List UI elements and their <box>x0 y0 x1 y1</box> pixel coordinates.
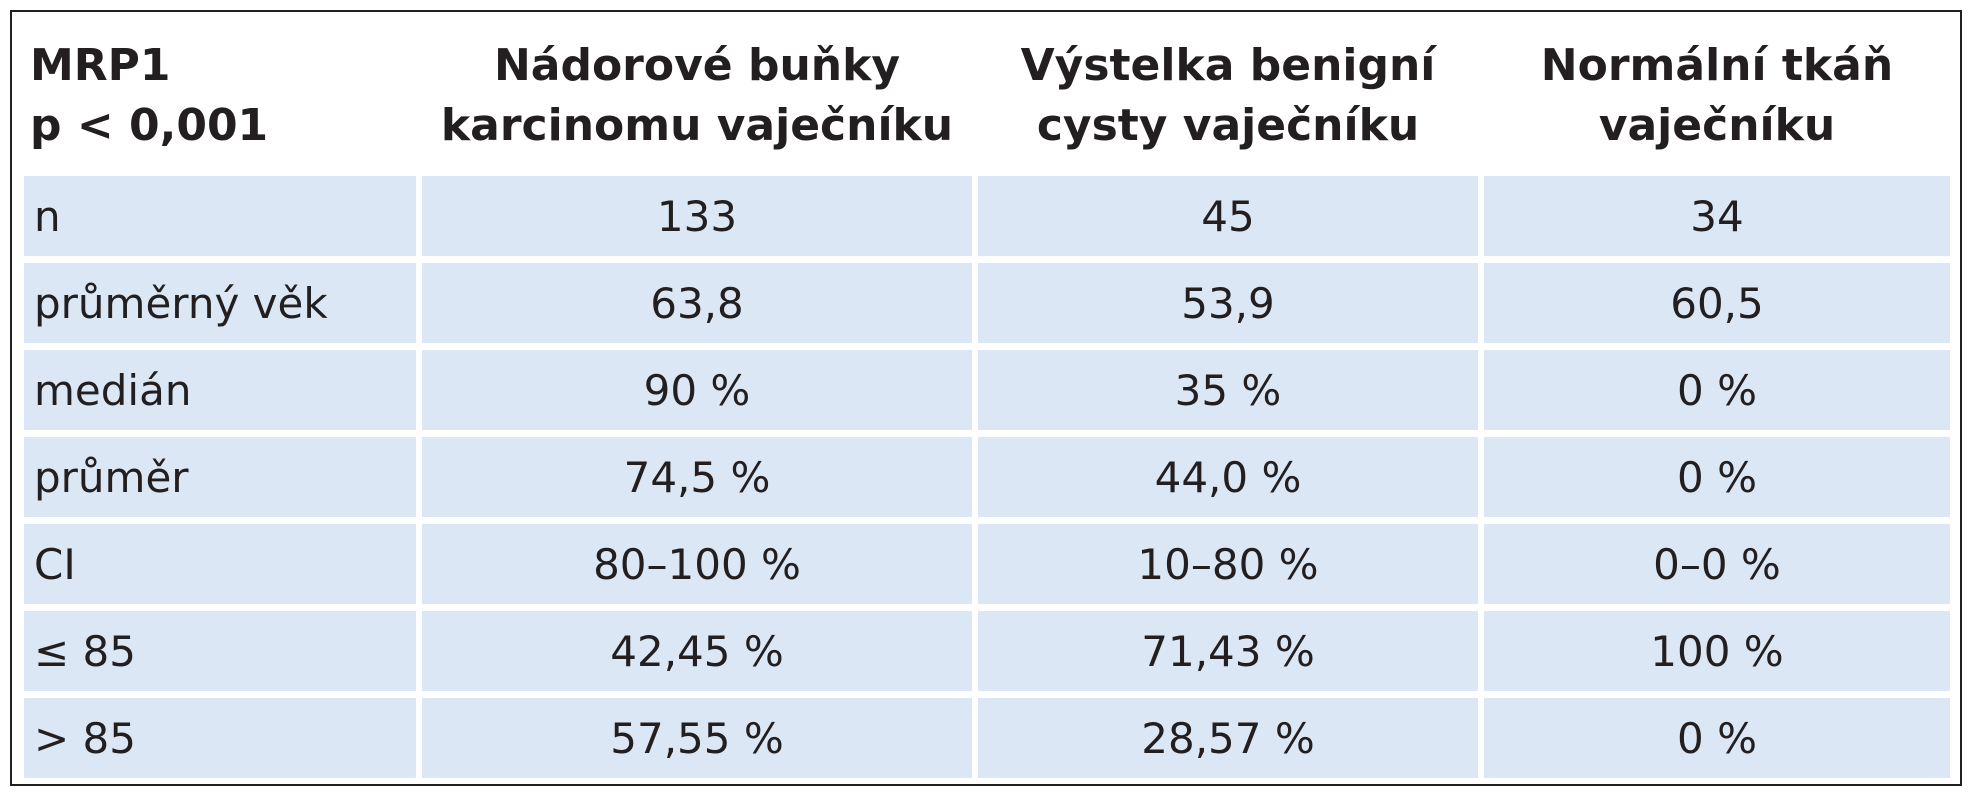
header-cell: Nádorové buňky karcinomu vaječníku <box>422 23 972 169</box>
table-row: průměr 74,5 % 44,0 % 0 % <box>24 437 1950 517</box>
table-frame: MRP1 p < 0,001 Nádorové buňky karcinomu vaj… <box>10 10 1962 786</box>
cell: 44,0 % <box>978 437 1478 517</box>
table-row: n 133 45 34 <box>24 176 1950 256</box>
table-row: > 85 57,55 % 28,57 % 0 % <box>24 698 1950 778</box>
cell: 133 <box>422 176 972 256</box>
header-row: MRP1 p < 0,001 Nádorové buňky karcinomu vaj… <box>24 23 1950 169</box>
header-line: Normální tkáň <box>1540 40 1894 91</box>
header-line: karcinomu vaječníku <box>440 100 954 151</box>
header-line: cysty vaječníku <box>1036 100 1420 151</box>
cell: 0 % <box>1484 698 1950 778</box>
row-label: průměrný věk <box>24 263 416 343</box>
row-label: n <box>24 176 416 256</box>
header-line: Nádorové buňky <box>493 40 901 91</box>
cell: 0 % <box>1484 350 1950 430</box>
cell: 71,43 % <box>978 611 1478 691</box>
cell: 63,8 <box>422 263 972 343</box>
cell: 57,55 % <box>422 698 972 778</box>
data-table: MRP1 p < 0,001 Nádorové buňky karcinomu vaj… <box>18 16 1956 785</box>
row-label: > 85 <box>24 698 416 778</box>
cell: 100 % <box>1484 611 1950 691</box>
cell: 80–100 % <box>422 524 972 604</box>
header-line: MRP1 <box>30 40 171 91</box>
cell: 0 % <box>1484 437 1950 517</box>
cell: 34 <box>1484 176 1950 256</box>
table-row: CI 80–100 % 10–80 % 0–0 % <box>24 524 1950 604</box>
row-label: CI <box>24 524 416 604</box>
header-line: Výstelka benigní <box>1020 40 1436 91</box>
cell: 0–0 % <box>1484 524 1950 604</box>
cell: 74,5 % <box>422 437 972 517</box>
table-row: medián 90 % 35 % 0 % <box>24 350 1950 430</box>
cell: 10–80 % <box>978 524 1478 604</box>
cell: 42,45 % <box>422 611 972 691</box>
header-cell: MRP1 p < 0,001 <box>24 23 416 169</box>
header-line: p < 0,001 <box>30 100 269 151</box>
cell: 35 % <box>978 350 1478 430</box>
cell: 28,57 % <box>978 698 1478 778</box>
cell: 53,9 <box>978 263 1478 343</box>
header-cell: Výstelka benigní cysty vaječníku <box>978 23 1478 169</box>
header-cell: Normální tkáň vaječníku <box>1484 23 1950 169</box>
cell: 90 % <box>422 350 972 430</box>
table-row: průměrný věk 63,8 53,9 60,5 <box>24 263 1950 343</box>
row-label: průměr <box>24 437 416 517</box>
table-row: ≤ 85 42,45 % 71,43 % 100 % <box>24 611 1950 691</box>
cell: 60,5 <box>1484 263 1950 343</box>
row-label: medián <box>24 350 416 430</box>
row-label: ≤ 85 <box>24 611 416 691</box>
header-line: vaječníku <box>1598 100 1836 151</box>
cell: 45 <box>978 176 1478 256</box>
